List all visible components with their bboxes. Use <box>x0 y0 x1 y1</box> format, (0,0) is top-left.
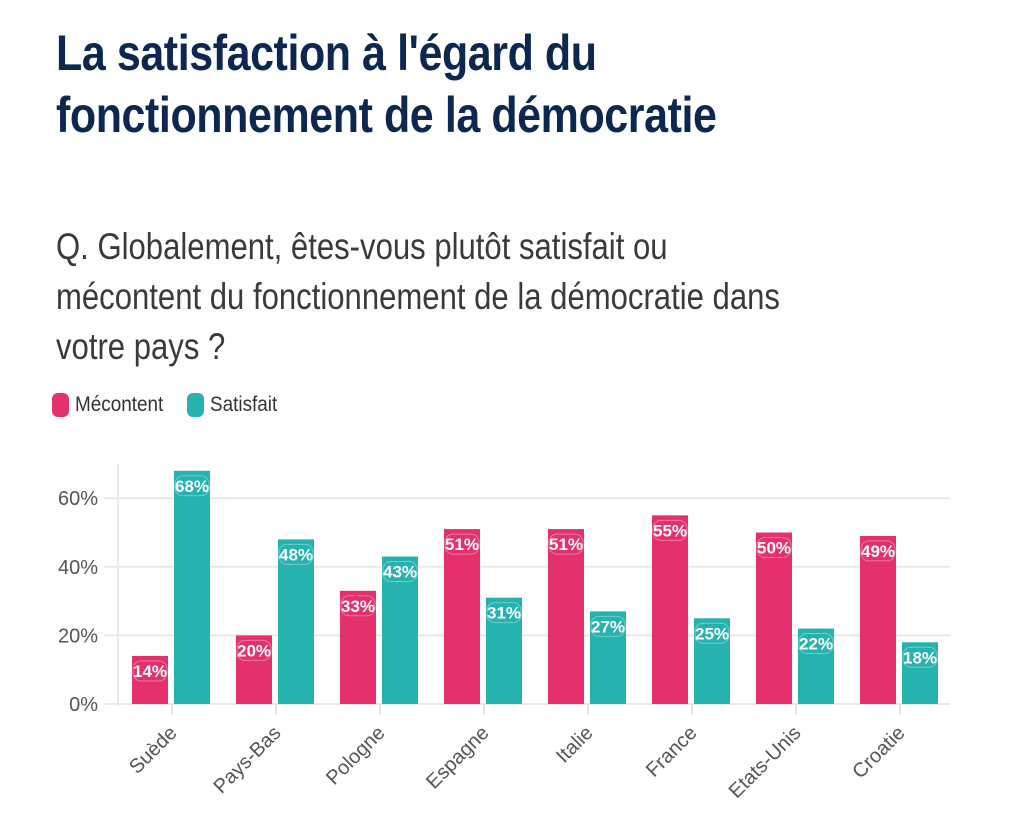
bar-mecontent <box>652 515 688 704</box>
x-category-label: Pays-Bas <box>209 722 285 798</box>
data-label-satisfait: 43% <box>383 563 417 582</box>
bars <box>132 470 938 704</box>
bar-mecontent <box>756 532 792 704</box>
x-category-label: Etats-Unis <box>725 722 806 803</box>
bar-mecontent <box>548 529 584 704</box>
bar-satisfait <box>174 470 210 704</box>
data-label-satisfait: 27% <box>591 617 625 636</box>
legend-label-satisfait: Satisfait <box>210 393 278 416</box>
y-tick-label: 60% <box>58 488 98 510</box>
data-label-bg <box>756 537 792 558</box>
data-label-mecontent: 20% <box>237 641 271 660</box>
data-label-bg <box>236 639 272 661</box>
data-label-satisfait: 25% <box>695 624 729 643</box>
chart-subtitle-line-3: votre pays ? <box>56 326 226 367</box>
data-label-bg <box>382 561 418 583</box>
y-tick-label: 0% <box>69 694 98 716</box>
chart-title-line-2: fonctionnement de la démocratie <box>56 87 717 143</box>
legend-swatch-satisfait <box>187 393 205 417</box>
data-label-bg <box>174 475 210 497</box>
data-labels: 14% 68% 20% 48% 33% 43% 51% 31% 51% 27% 55% 25% 50% 2… <box>132 475 938 682</box>
data-label-bg <box>548 533 584 555</box>
data-label-satisfait: 22% <box>799 635 833 654</box>
data-label-bg <box>486 602 522 624</box>
x-category-label: Italie <box>552 722 597 767</box>
chart-title: La satisfaction à l'égard du fonctionnem… <box>56 22 864 146</box>
x-category-label: Suède <box>125 722 181 778</box>
data-label-bg <box>694 622 730 644</box>
chart-legend: Mécontent Satisfait <box>52 393 299 417</box>
chart-subtitle: Q. Globalement, êtes-vous plutôt satisfa… <box>56 222 930 372</box>
data-label-bg <box>444 533 480 555</box>
legend-swatch-mecontent <box>52 393 69 417</box>
data-label-bg <box>652 519 688 541</box>
data-label-mecontent: 49% <box>861 542 895 561</box>
data-label-mecontent: 33% <box>341 597 375 616</box>
bar-satisfait <box>278 539 314 704</box>
x-category-label: Pologne <box>322 722 389 789</box>
data-label-satisfait: 31% <box>487 604 521 623</box>
data-label-mecontent: 51% <box>445 535 479 554</box>
data-label-bg <box>278 543 314 565</box>
legend-item-satisfait[interactable]: Satisfait <box>187 393 285 417</box>
bar-mecontent <box>444 529 480 704</box>
legend-item-mecontent[interactable]: Mécontent <box>52 393 173 417</box>
data-label-mecontent: 51% <box>549 535 583 554</box>
y-axis: 0% 20% 40% 60% <box>58 463 119 716</box>
x-category-label: Croatie <box>848 722 909 783</box>
data-label-mecontent: 55% <box>653 521 687 540</box>
data-label-satisfait: 68% <box>175 477 209 496</box>
data-label-bg <box>590 615 626 637</box>
x-category-label: France <box>642 722 702 782</box>
data-label-satisfait: 48% <box>279 545 313 564</box>
y-tick-label: 20% <box>58 625 98 647</box>
data-label-bg <box>902 646 938 668</box>
chart-title-line-1: La satisfaction à l'égard du <box>56 25 597 81</box>
data-label-bg <box>860 540 896 562</box>
data-label-bg <box>798 633 834 655</box>
x-axis: Suède Pays-Bas Pologne Espagne Italie France E… <box>125 704 910 803</box>
chart-subtitle-line-2: mécontent du fonctionnement de la démocr… <box>56 276 780 317</box>
data-label-satisfait: 18% <box>903 648 937 667</box>
legend-label-mecontent: Mécontent <box>75 393 164 416</box>
chart-subtitle-line-1: Q. Globalement, êtes-vous plutôt satisfa… <box>56 226 668 267</box>
data-label-bg <box>132 660 168 682</box>
bar-mecontent <box>860 535 896 704</box>
data-label-mecontent: 14% <box>133 662 167 681</box>
y-tick-label: 40% <box>58 557 98 579</box>
x-category-label: Espagne <box>422 722 493 793</box>
data-label-mecontent: 50% <box>757 539 791 558</box>
data-label-bg <box>340 595 376 617</box>
